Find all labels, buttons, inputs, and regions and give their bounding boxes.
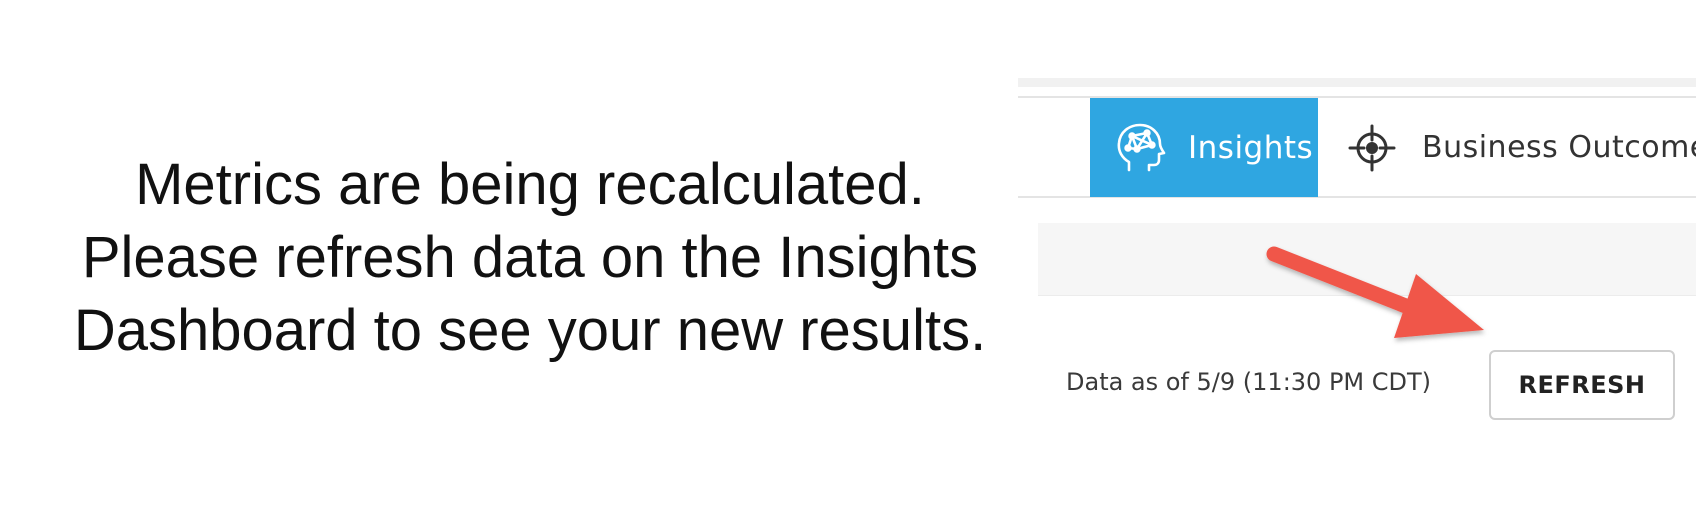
data-timestamp: Data as of 5/9 (11:30 PM CDT) — [1066, 368, 1432, 396]
divider — [1018, 196, 1696, 198]
tab-business-outcomes[interactable]: Business Outcomes — [1348, 98, 1696, 197]
tab-insights-label: Insights — [1188, 129, 1314, 166]
arrow-pointer-icon — [1258, 238, 1498, 348]
dashboard-screenshot: Insights Business Outcomes — [1018, 0, 1696, 528]
instruction-message: Metrics are being recalculated. Please r… — [20, 148, 1040, 367]
message-line: Dashboard to see your new results. — [73, 298, 987, 363]
brain-head-icon — [1112, 120, 1168, 176]
message-line: Metrics are being recalculated. — [135, 152, 925, 217]
message-line: Please refresh data on the Insights — [81, 225, 979, 290]
target-crosshair-icon — [1348, 124, 1396, 172]
refresh-button[interactable]: REFRESH — [1489, 350, 1675, 420]
tab-business-outcomes-label: Business Outcomes — [1422, 130, 1696, 165]
tab-insights[interactable]: Insights — [1090, 98, 1318, 197]
divider — [1018, 96, 1696, 98]
header-strip — [1018, 78, 1696, 87]
